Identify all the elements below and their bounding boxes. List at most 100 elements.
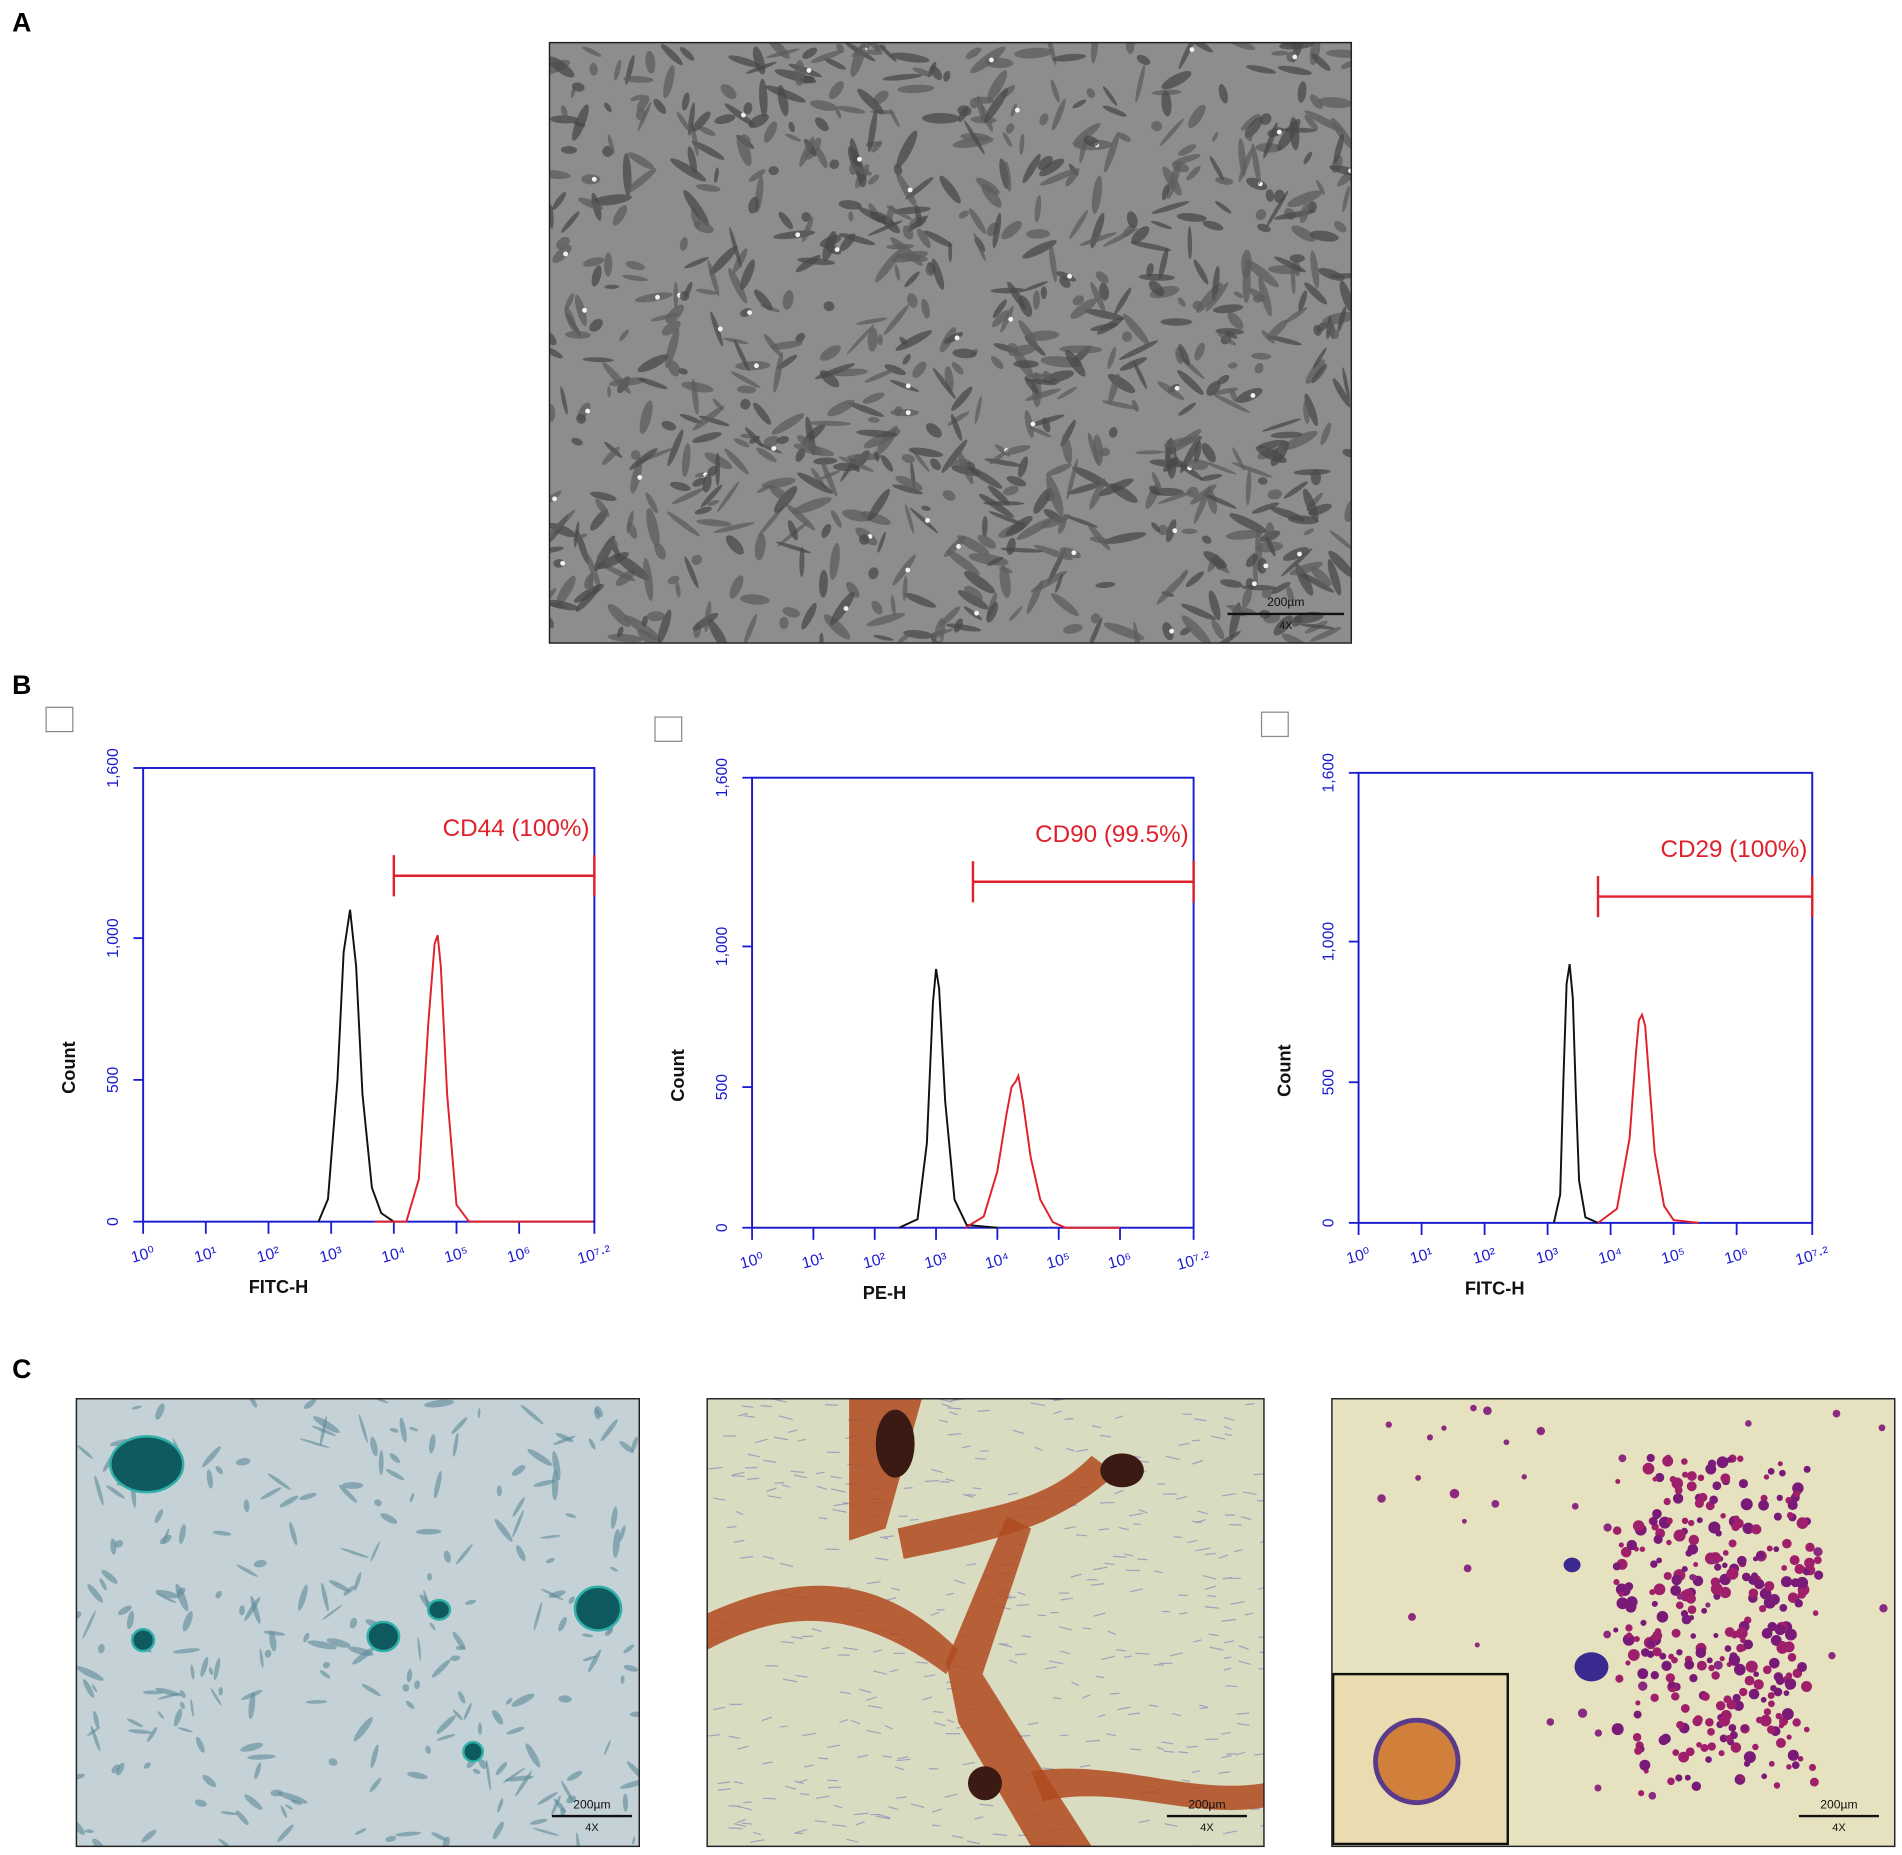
cell xyxy=(241,1689,263,1700)
cell xyxy=(846,581,860,598)
lipid-droplet xyxy=(1546,1718,1555,1726)
cell xyxy=(494,1518,513,1542)
lipid-droplet xyxy=(1781,1565,1788,1571)
cell xyxy=(726,1525,737,1529)
cell xyxy=(1093,1612,1106,1617)
cell xyxy=(1135,450,1165,455)
lipid-droplet xyxy=(1813,1556,1822,1565)
lipid-droplet xyxy=(1695,1647,1707,1659)
cell xyxy=(539,1534,561,1539)
cell xyxy=(729,226,742,268)
cell xyxy=(1178,1594,1188,1597)
cell xyxy=(961,1445,971,1449)
cell-highlight xyxy=(582,307,587,313)
cell-highlight xyxy=(956,544,961,549)
cell xyxy=(1095,271,1109,284)
cell xyxy=(1126,211,1138,229)
cell xyxy=(720,84,737,100)
lipid-droplet xyxy=(1385,1421,1392,1428)
cell xyxy=(1051,98,1066,131)
cell xyxy=(182,1611,193,1632)
cell xyxy=(1090,282,1106,313)
cell xyxy=(512,1496,525,1517)
cell xyxy=(866,1696,877,1701)
cell xyxy=(591,265,602,287)
cell xyxy=(738,1805,753,1811)
image-border xyxy=(706,1398,1265,1848)
cell xyxy=(1128,1512,1144,1517)
cell xyxy=(1040,286,1047,300)
lipid-droplet xyxy=(1625,1624,1633,1632)
cell xyxy=(141,1829,157,1843)
cell xyxy=(1317,97,1352,109)
cell-highlight xyxy=(591,176,597,182)
cell xyxy=(1005,516,1033,536)
cell xyxy=(560,105,568,119)
cell xyxy=(987,70,1008,102)
cell xyxy=(1102,105,1127,117)
lipid-droplet xyxy=(1706,1657,1713,1664)
cell xyxy=(1165,519,1177,543)
cell xyxy=(740,1555,754,1559)
cell xyxy=(733,438,750,448)
lipid-droplet xyxy=(1687,1605,1697,1615)
lipid-droplet xyxy=(1714,1563,1722,1571)
cell xyxy=(1266,190,1289,228)
lipid-droplet xyxy=(1782,1538,1792,1549)
lipid-droplet xyxy=(1709,1495,1718,1505)
cell xyxy=(307,1640,337,1650)
cell xyxy=(797,434,822,456)
cell xyxy=(1283,430,1318,450)
cell xyxy=(1257,1586,1264,1590)
lipid-droplet xyxy=(1681,1517,1689,1525)
cell xyxy=(492,1821,504,1840)
cell xyxy=(1337,306,1347,332)
lipid-droplet xyxy=(1711,1671,1720,1680)
cell xyxy=(1072,295,1085,306)
cell xyxy=(981,515,988,538)
cell xyxy=(1053,1410,1062,1415)
cell xyxy=(753,1831,762,1836)
cell xyxy=(966,1563,977,1566)
cell xyxy=(790,1470,805,1474)
cell xyxy=(1006,1596,1017,1599)
lipid-droplet xyxy=(1701,1692,1710,1701)
cell xyxy=(578,197,604,210)
lipid-droplet xyxy=(1775,1712,1783,1720)
cell xyxy=(973,232,986,262)
lipid-droplet xyxy=(1663,1571,1672,1581)
cell xyxy=(798,1778,808,1784)
cell xyxy=(663,65,675,99)
cell xyxy=(1259,1540,1264,1544)
y-tick-label: 500 xyxy=(105,1067,122,1094)
cell xyxy=(868,567,879,580)
y-tick-label: 0 xyxy=(714,1223,731,1232)
cell xyxy=(236,1458,251,1466)
cell xyxy=(1153,1570,1163,1574)
cell xyxy=(1059,1626,1073,1631)
cell xyxy=(190,1699,194,1717)
cell xyxy=(1151,201,1190,214)
cell xyxy=(177,1727,193,1733)
cell xyxy=(571,82,585,92)
cell xyxy=(981,183,1002,208)
cell xyxy=(589,62,598,76)
cell xyxy=(1218,83,1228,104)
y-tick-label: 1,000 xyxy=(1321,922,1338,962)
cell xyxy=(730,371,761,388)
cell xyxy=(1065,167,1080,187)
lipid-droplet xyxy=(1713,1633,1719,1639)
cell-highlight xyxy=(1008,316,1014,322)
cell xyxy=(607,633,644,643)
cell xyxy=(370,1436,378,1457)
cell xyxy=(682,443,691,477)
cell xyxy=(1108,427,1118,438)
cell xyxy=(1148,485,1162,496)
cell xyxy=(1215,328,1244,335)
cell xyxy=(1186,1745,1198,1748)
cell xyxy=(1090,613,1101,624)
x-tick-label: 10² xyxy=(1471,1245,1497,1267)
cell xyxy=(1018,295,1033,317)
lipid-droplet xyxy=(1650,1693,1659,1702)
